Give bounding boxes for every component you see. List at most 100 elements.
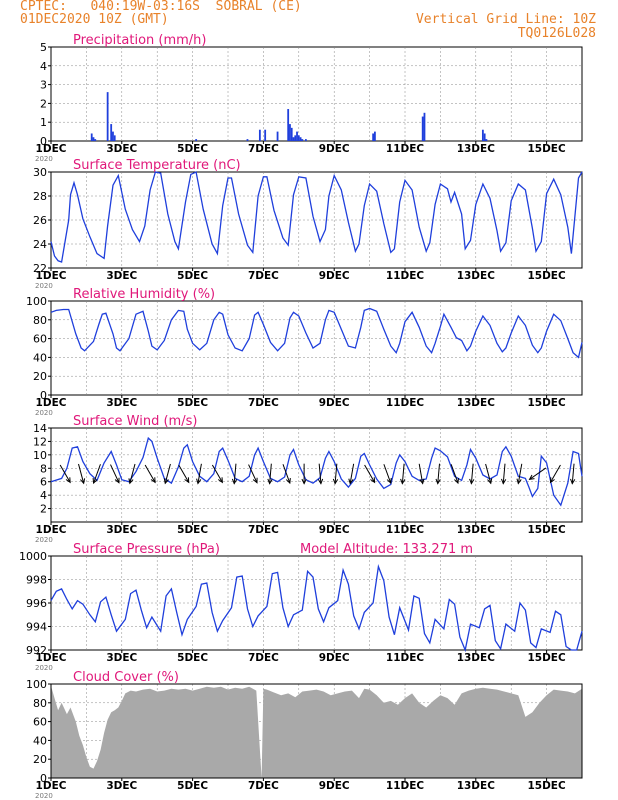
pres-xtick-label: 11DEC [386, 652, 425, 664]
precip-bar [423, 112, 426, 141]
precip-xtick-label: 3DEC [106, 143, 137, 155]
header-station: CPTEC: 040:19W-03:16S SOBRAL (CE) [20, 0, 302, 14]
precip-bar [372, 133, 375, 141]
precip-bar [258, 129, 261, 141]
precip-bar [90, 133, 93, 141]
precip-ytick-label: 3 [40, 79, 47, 92]
wind-arrow [383, 464, 392, 484]
rh-ytick-label: 40 [33, 351, 47, 364]
wind-arrow-head [231, 478, 238, 485]
wind-xtick-label: 11DEC [386, 524, 425, 536]
cloud-frame-top [50, 683, 583, 779]
precip-bar [276, 131, 279, 141]
wind-arrow-head [114, 477, 120, 484]
wind-ytick-label: 12 [33, 435, 47, 448]
wind-arrow [318, 463, 322, 484]
rh-ytick-label: 100 [26, 295, 47, 308]
wind-arrow [450, 464, 459, 484]
wind-arrow [144, 464, 156, 483]
wind-arrow [418, 463, 424, 484]
rh-xtick-label: 9DEC [319, 397, 350, 409]
temp-ytick-label: 22 [33, 262, 47, 275]
header-grid-note: Vertical Grid Line: 10Z [415, 12, 596, 27]
pres-annotation: Model Altitude: 133.271 m [300, 542, 473, 557]
wind-arrow [571, 463, 575, 484]
precip-xtick-label: 1DEC [36, 143, 67, 155]
cloud-xtick-label: 15DEC [527, 780, 566, 792]
wind-arrow-head [386, 478, 392, 485]
wind-arrow [197, 463, 202, 484]
precip-bar [374, 131, 376, 141]
wind-arrow [59, 464, 71, 483]
wind-arrow [110, 464, 120, 483]
pres-ytick-label: 1000 [19, 550, 47, 563]
wind-arrow [437, 463, 440, 484]
wind-ytick-label: 6 [40, 476, 47, 489]
wind-ytick-label: 2 [40, 503, 47, 516]
precip-bar [421, 116, 424, 141]
precip-bar [483, 133, 486, 141]
precip-bar [110, 124, 113, 141]
rh-ytick-label: 20 [33, 370, 47, 383]
wind-arrow-head [469, 478, 475, 485]
rh-xtick-label: 5DEC [177, 397, 208, 409]
temp-xtick-label: 1DEC [36, 270, 67, 282]
precip-year-mark: 2020 [35, 155, 53, 163]
pres-xtick-label: 1DEC [36, 652, 67, 664]
cloud-xtick-label: 5DEC [177, 780, 208, 792]
cloud-xtick-label: 1DEC [36, 780, 67, 792]
precip-bar [94, 139, 97, 141]
wind-frame [50, 427, 583, 523]
wind-xtick-label: 1DEC [36, 524, 67, 536]
precip-bar [92, 137, 95, 141]
wind-line [50, 436, 583, 507]
rh-xtick-label: 3DEC [106, 397, 137, 409]
cloud-ytick-label: 80 [33, 697, 47, 710]
header-code: TQ0126L028 [517, 26, 596, 41]
wind-arrow-head [435, 478, 441, 485]
rh-xtick-label: 15DEC [527, 397, 566, 409]
temp-ytick-label: 30 [33, 166, 47, 179]
precip-bar [485, 139, 488, 141]
pres-title: Surface Pressure (hPa) [73, 542, 220, 557]
precip-bar [301, 139, 304, 141]
rh-year-mark: 2020 [35, 409, 53, 417]
wind-arrow-head [252, 477, 258, 484]
pres-ytick-label: 998 [26, 574, 47, 587]
wind-arrow [550, 464, 561, 483]
precip-bar [113, 135, 116, 141]
cloud-ytick-label: 20 [33, 753, 47, 766]
precip-bar [299, 137, 302, 141]
precip-ytick-label: 2 [40, 97, 47, 110]
precip-bar [290, 127, 293, 141]
cloud-ytick-label: 100 [26, 678, 47, 691]
pres-ytick-label: 992 [26, 644, 47, 657]
wind-arrow-head [332, 478, 339, 485]
pres-ytick-label: 994 [26, 621, 47, 634]
wind-year-mark: 2020 [35, 536, 53, 544]
precip-bar [292, 137, 295, 141]
pres-ytick-label: 996 [26, 597, 47, 610]
wind-arrow [269, 463, 272, 484]
precip-xtick-label: 11DEC [386, 143, 425, 155]
pres-line [50, 564, 583, 653]
wind-arrow [129, 463, 136, 484]
precip-ytick-label: 1 [40, 116, 47, 129]
wind-arrow-head [501, 478, 507, 485]
wind-arrow [233, 463, 237, 484]
wind-arrow-head [80, 478, 86, 485]
wind-title: Surface Wind (m/s) [73, 414, 197, 429]
wind-arrow-head [348, 478, 354, 485]
wind-arrow-head [549, 477, 555, 484]
temp-xtick-label: 3DEC [106, 270, 137, 282]
temp-xtick-label: 11DEC [386, 270, 425, 282]
wind-arrow-head [317, 478, 324, 485]
cloud-xtick-label: 11DEC [386, 780, 425, 792]
wind-arrow-head [128, 478, 134, 485]
temp-line [50, 171, 583, 263]
wind-arrow [529, 467, 547, 480]
wind-arrow-head [184, 477, 190, 484]
wind-arrow [164, 463, 171, 484]
temp-ytick-label: 28 [33, 190, 47, 203]
